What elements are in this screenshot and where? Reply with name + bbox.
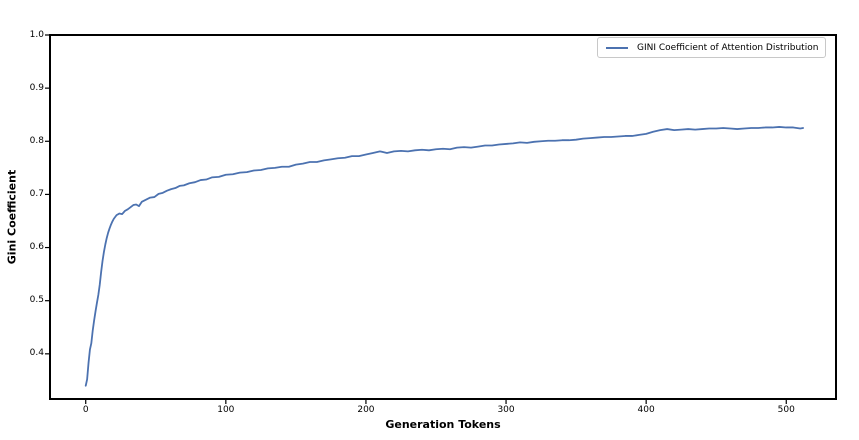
series-line: [84, 126, 804, 387]
x-tick-label: 100: [217, 405, 235, 415]
y-tick-label: 1.0: [29, 29, 44, 40]
legend-entry-label: GINI Coefficient of Attention Distributi…: [637, 42, 819, 53]
legend-box: GINI Coefficient of Attention Distributi…: [597, 37, 827, 58]
x-tick-label: 300: [497, 405, 515, 415]
x-axis-label: Generation Tokens: [385, 418, 501, 431]
y-tick-label: 0.6: [29, 242, 44, 253]
y-tick-label: 0.4: [29, 348, 44, 359]
y-tick-label: 0.7: [29, 188, 44, 199]
x-tick-label: 0: [82, 405, 89, 415]
y-tick-label: 0.5: [29, 295, 44, 306]
legend-line-sample: [606, 46, 628, 49]
x-tick-label: 200: [357, 405, 375, 415]
x-tick-label: 500: [777, 405, 795, 415]
axes-spines: [49, 34, 837, 400]
y-tick-label: 0.9: [29, 82, 44, 93]
y-tick-label: 0.8: [29, 135, 44, 146]
x-tick-label: 400: [637, 405, 655, 415]
